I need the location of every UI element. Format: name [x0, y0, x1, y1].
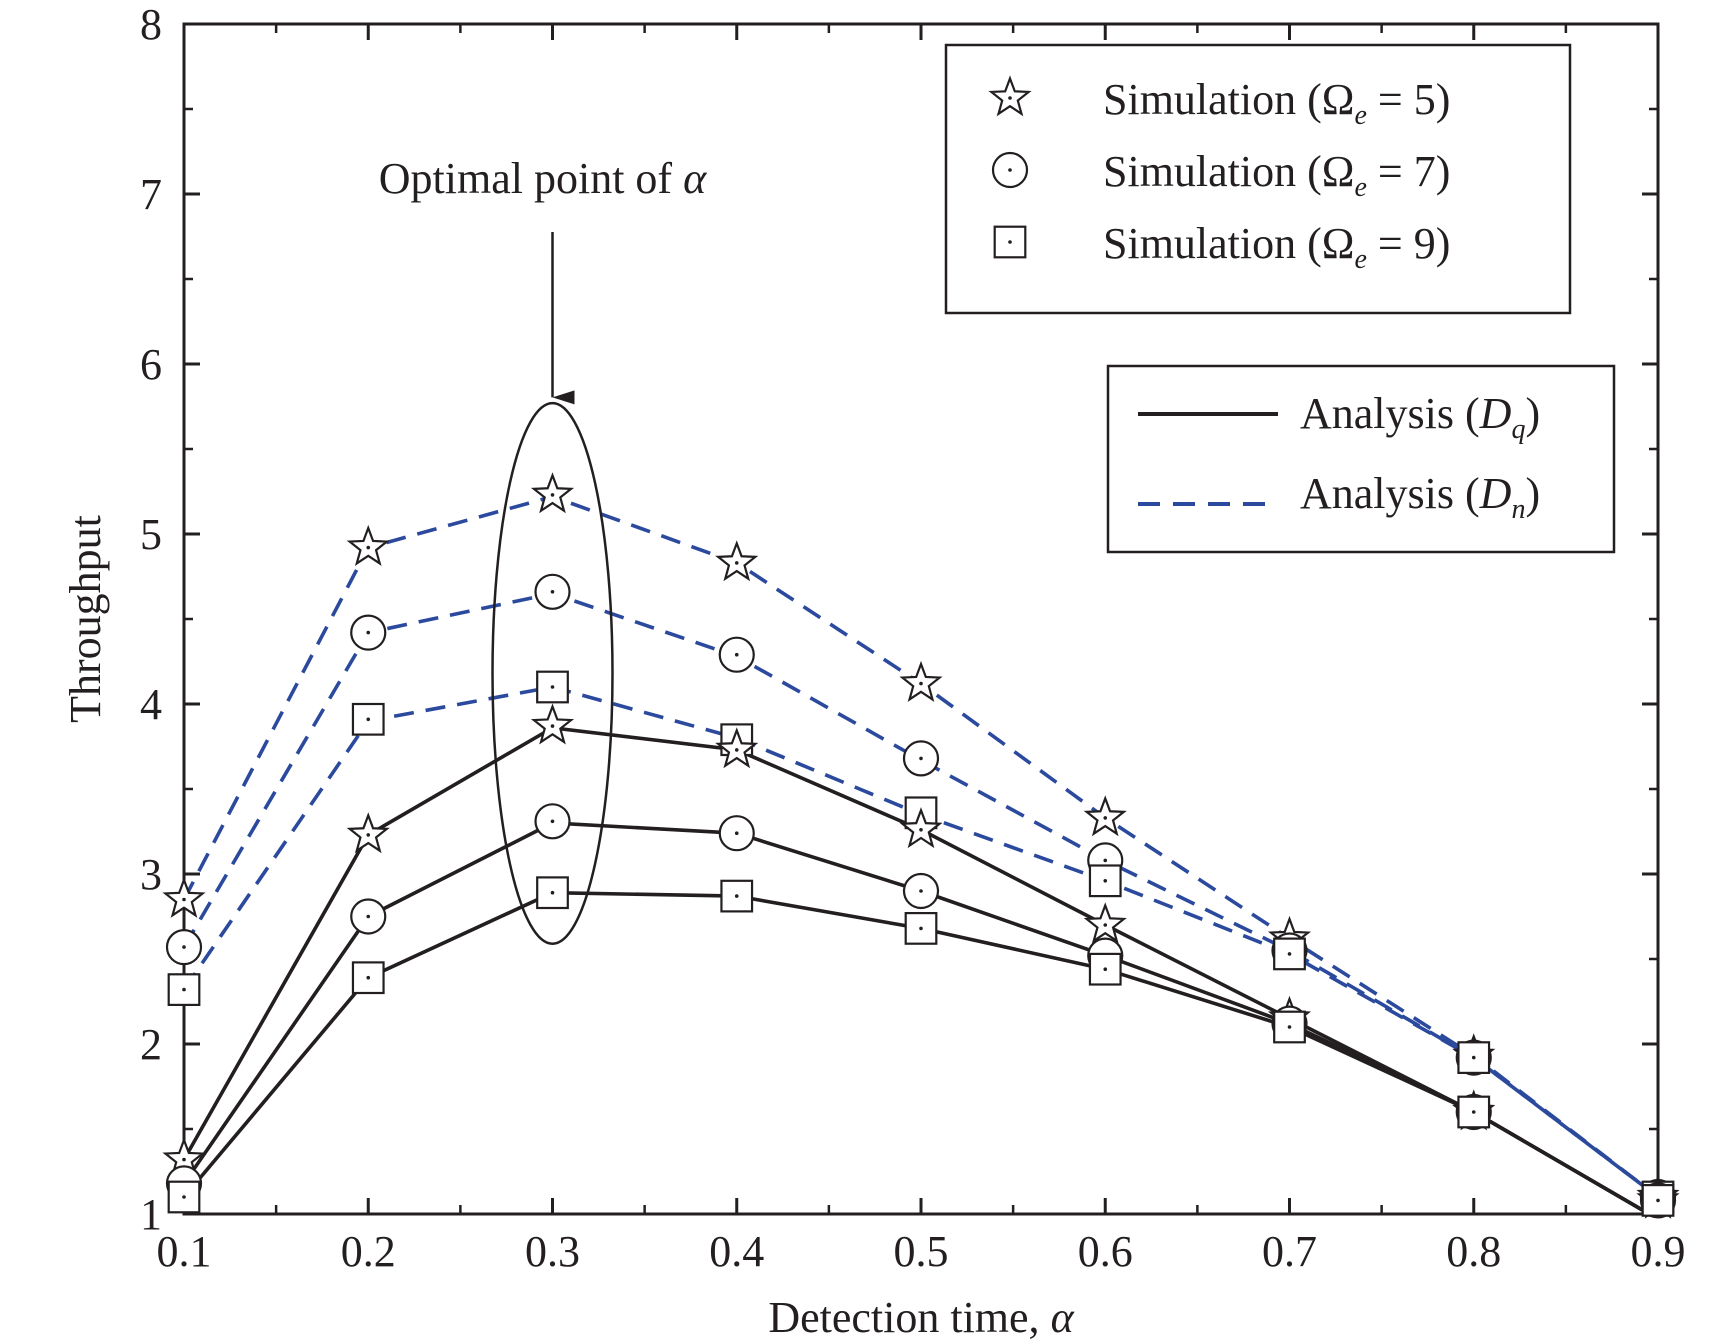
marker-star-dn-omega-5: [1083, 795, 1127, 837]
y-tick-label: 6: [140, 340, 162, 389]
x-axis-title-symbol: α: [1051, 1293, 1075, 1342]
marker-square-dn-omega-9: [1088, 864, 1122, 898]
legend-simulation-symbols: [988, 75, 1032, 259]
legend-sim3-sub: e: [1354, 244, 1366, 275]
marker-square-dq-omega-9: [1088, 952, 1122, 986]
x-tick-label: 0.2: [341, 1227, 396, 1276]
marker-square-dn-omega-9: [1457, 1041, 1491, 1075]
marker-square-dn-omega-9: [167, 973, 201, 1006]
marker-circle-dq-omega-7: [902, 872, 940, 910]
legend-sim1-prefix: Simulation (Ω: [1103, 75, 1354, 124]
legend-simulation-label-1: Simulation (Ωe = 5): [1103, 75, 1450, 131]
x-tick-label: 0.5: [894, 1227, 949, 1276]
legend-sim2-prefix: Simulation (Ω: [1103, 147, 1354, 196]
x-axis-title: Detection time, α: [768, 1293, 1074, 1342]
legend-simulation-label-2: Simulation (Ωe = 7): [1103, 147, 1450, 203]
optimal-point-label-prefix: Optimal point of: [379, 154, 683, 203]
legend-dq-sub: q: [1511, 414, 1525, 445]
y-tick-label: 1: [140, 1190, 162, 1239]
legend-square-icon: [993, 225, 1027, 259]
simulation-markers: [162, 472, 1680, 1219]
y-tick-label: 3: [140, 850, 162, 899]
x-tick-label: 0.6: [1078, 1227, 1133, 1276]
marker-star-dn-omega-5: [162, 876, 206, 918]
legend-analysis-box: [1106, 364, 1616, 554]
marker-circle-dn-omega-7: [165, 928, 203, 966]
legend-sim2-suffix: = 7): [1367, 147, 1450, 196]
marker-square-dq-omega-9: [720, 879, 754, 913]
legend-dq-suffix: ): [1525, 389, 1540, 438]
x-tick-label: 0.4: [709, 1227, 764, 1276]
y-tick-label: 2: [140, 1020, 162, 1069]
series-lines: [184, 494, 1658, 1214]
marker-star-dq-omega-5: [715, 727, 759, 769]
marker-circle-dn-omega-7: [534, 573, 571, 610]
marker-square-dq-omega-9: [536, 876, 569, 910]
marker-square-dn-omega-9: [351, 702, 385, 736]
optimal-point-label: Optimal point of α: [379, 154, 707, 203]
marker-square-dq-omega-9: [167, 1180, 201, 1214]
marker-circle-dq-omega-7: [534, 803, 571, 840]
y-tick-label: 8: [140, 0, 162, 49]
legend-sim3-suffix: = 9): [1367, 219, 1450, 268]
legend-analysis-label-dn: Analysis (Dn): [1300, 469, 1540, 525]
marker-star-dq-omega-5: [346, 812, 390, 854]
x-tick-label: 0.3: [525, 1227, 580, 1276]
marker-circle-dn-omega-7: [718, 636, 755, 673]
marker-star-dn-omega-5: [715, 540, 759, 582]
marker-square-dn-omega-9: [1273, 937, 1306, 971]
marker-square-dq-omega-9: [351, 961, 385, 995]
x-tick-label: 0.7: [1262, 1227, 1317, 1276]
legend-simulation-label-3: Simulation (Ωe = 9): [1103, 219, 1450, 275]
legend-dn-prefix: Analysis (: [1300, 469, 1480, 518]
marker-square-dn-omega-9: [536, 670, 569, 704]
marker-square-dq-omega-9: [1273, 1010, 1306, 1044]
legend-dn-suffix: ): [1525, 469, 1540, 518]
legend-sim2-sub: e: [1354, 172, 1366, 203]
x-tick-label: 0.9: [1631, 1227, 1686, 1276]
legend-sim1-suffix: = 5): [1367, 75, 1450, 124]
legend-dn-sub: n: [1511, 494, 1525, 525]
x-tick-label: 0.1: [157, 1227, 212, 1276]
series-line-dn-omega-7: [184, 591, 1658, 1199]
legend-circle-icon: [991, 151, 1029, 189]
y-tick-label: 7: [140, 170, 162, 219]
marker-star-dn-omega-5: [899, 660, 943, 702]
legend-dn-var: D: [1479, 469, 1512, 518]
legend-star-icon: [988, 75, 1032, 117]
legend-dq-var: D: [1479, 389, 1512, 438]
optimal-point-annotation: Optimal point of α: [379, 154, 707, 945]
x-tick-label: 0.8: [1446, 1227, 1501, 1276]
marker-star-dn-omega-5: [346, 524, 390, 566]
marker-square-dq-omega-9: [1641, 1183, 1675, 1217]
marker-circle-dq-omega-7: [350, 898, 387, 935]
marker-square-dq-omega-9: [1457, 1095, 1491, 1129]
marker-circle-dn-omega-7: [902, 740, 940, 777]
legend-dq-prefix: Analysis (: [1300, 389, 1480, 438]
marker-square-dq-omega-9: [904, 911, 938, 945]
legend-analysis-label-dq: Analysis (Dq): [1300, 389, 1540, 445]
marker-circle-dn-omega-7: [350, 614, 387, 651]
marker-star-dq-omega-5: [1083, 902, 1127, 944]
x-axis-title-prefix: Detection time,: [768, 1293, 1050, 1342]
marker-star-dn-omega-5: [530, 472, 575, 514]
marker-star-dq-omega-5: [530, 703, 575, 745]
legend-analysis: Analysis (Dq) Analysis (Dn): [1106, 364, 1616, 554]
optimal-point-label-symbol: α: [683, 154, 707, 203]
y-axis-title: Throughput: [61, 515, 110, 723]
legend-sim1-sub: e: [1354, 100, 1366, 131]
legend-simulation: Simulation (Ωe = 5) Simulation (Ωe = 7) …: [944, 43, 1572, 315]
axis-ticks: 0.1 0.2 0.3 0.4 0.5 0.6 0.7 0.8 0.9 1 2 3 4 5 6 7 8: [140, 0, 1686, 1276]
legend-sim3-prefix: Simulation (Ω: [1103, 219, 1354, 268]
y-tick-label: 5: [140, 510, 162, 559]
marker-star-dq-omega-5: [899, 807, 943, 849]
marker-circle-dq-omega-7: [718, 815, 755, 852]
legend-simulation-box: [944, 43, 1572, 315]
y-tick-label: 4: [140, 680, 162, 729]
